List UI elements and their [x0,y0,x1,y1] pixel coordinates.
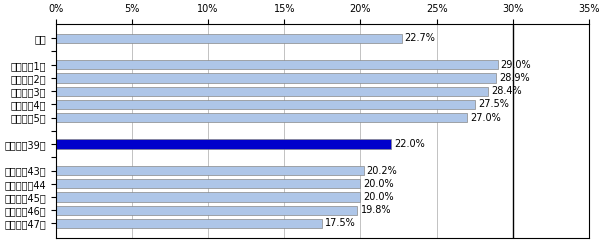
Text: 28.9%: 28.9% [499,73,530,83]
Text: 29.0%: 29.0% [501,60,532,70]
Text: 27.0%: 27.0% [470,113,501,123]
Bar [56,73,496,83]
Text: 22.7%: 22.7% [405,33,435,43]
Bar [56,60,498,69]
Bar [56,87,489,96]
Bar [56,206,358,215]
Text: 17.5%: 17.5% [326,219,356,228]
Bar [56,179,361,189]
Text: 28.4%: 28.4% [492,86,522,96]
Bar [56,34,402,43]
Bar [56,166,364,175]
Bar [56,100,475,109]
Text: 22.0%: 22.0% [394,139,425,149]
Bar [56,219,323,228]
Bar [56,192,361,202]
Text: 27.5%: 27.5% [478,99,509,109]
Text: 20.0%: 20.0% [364,179,394,189]
Bar [56,113,467,122]
Bar [56,139,391,149]
Text: 20.2%: 20.2% [367,166,397,175]
Text: 20.0%: 20.0% [364,192,394,202]
Text: 19.8%: 19.8% [361,205,391,215]
